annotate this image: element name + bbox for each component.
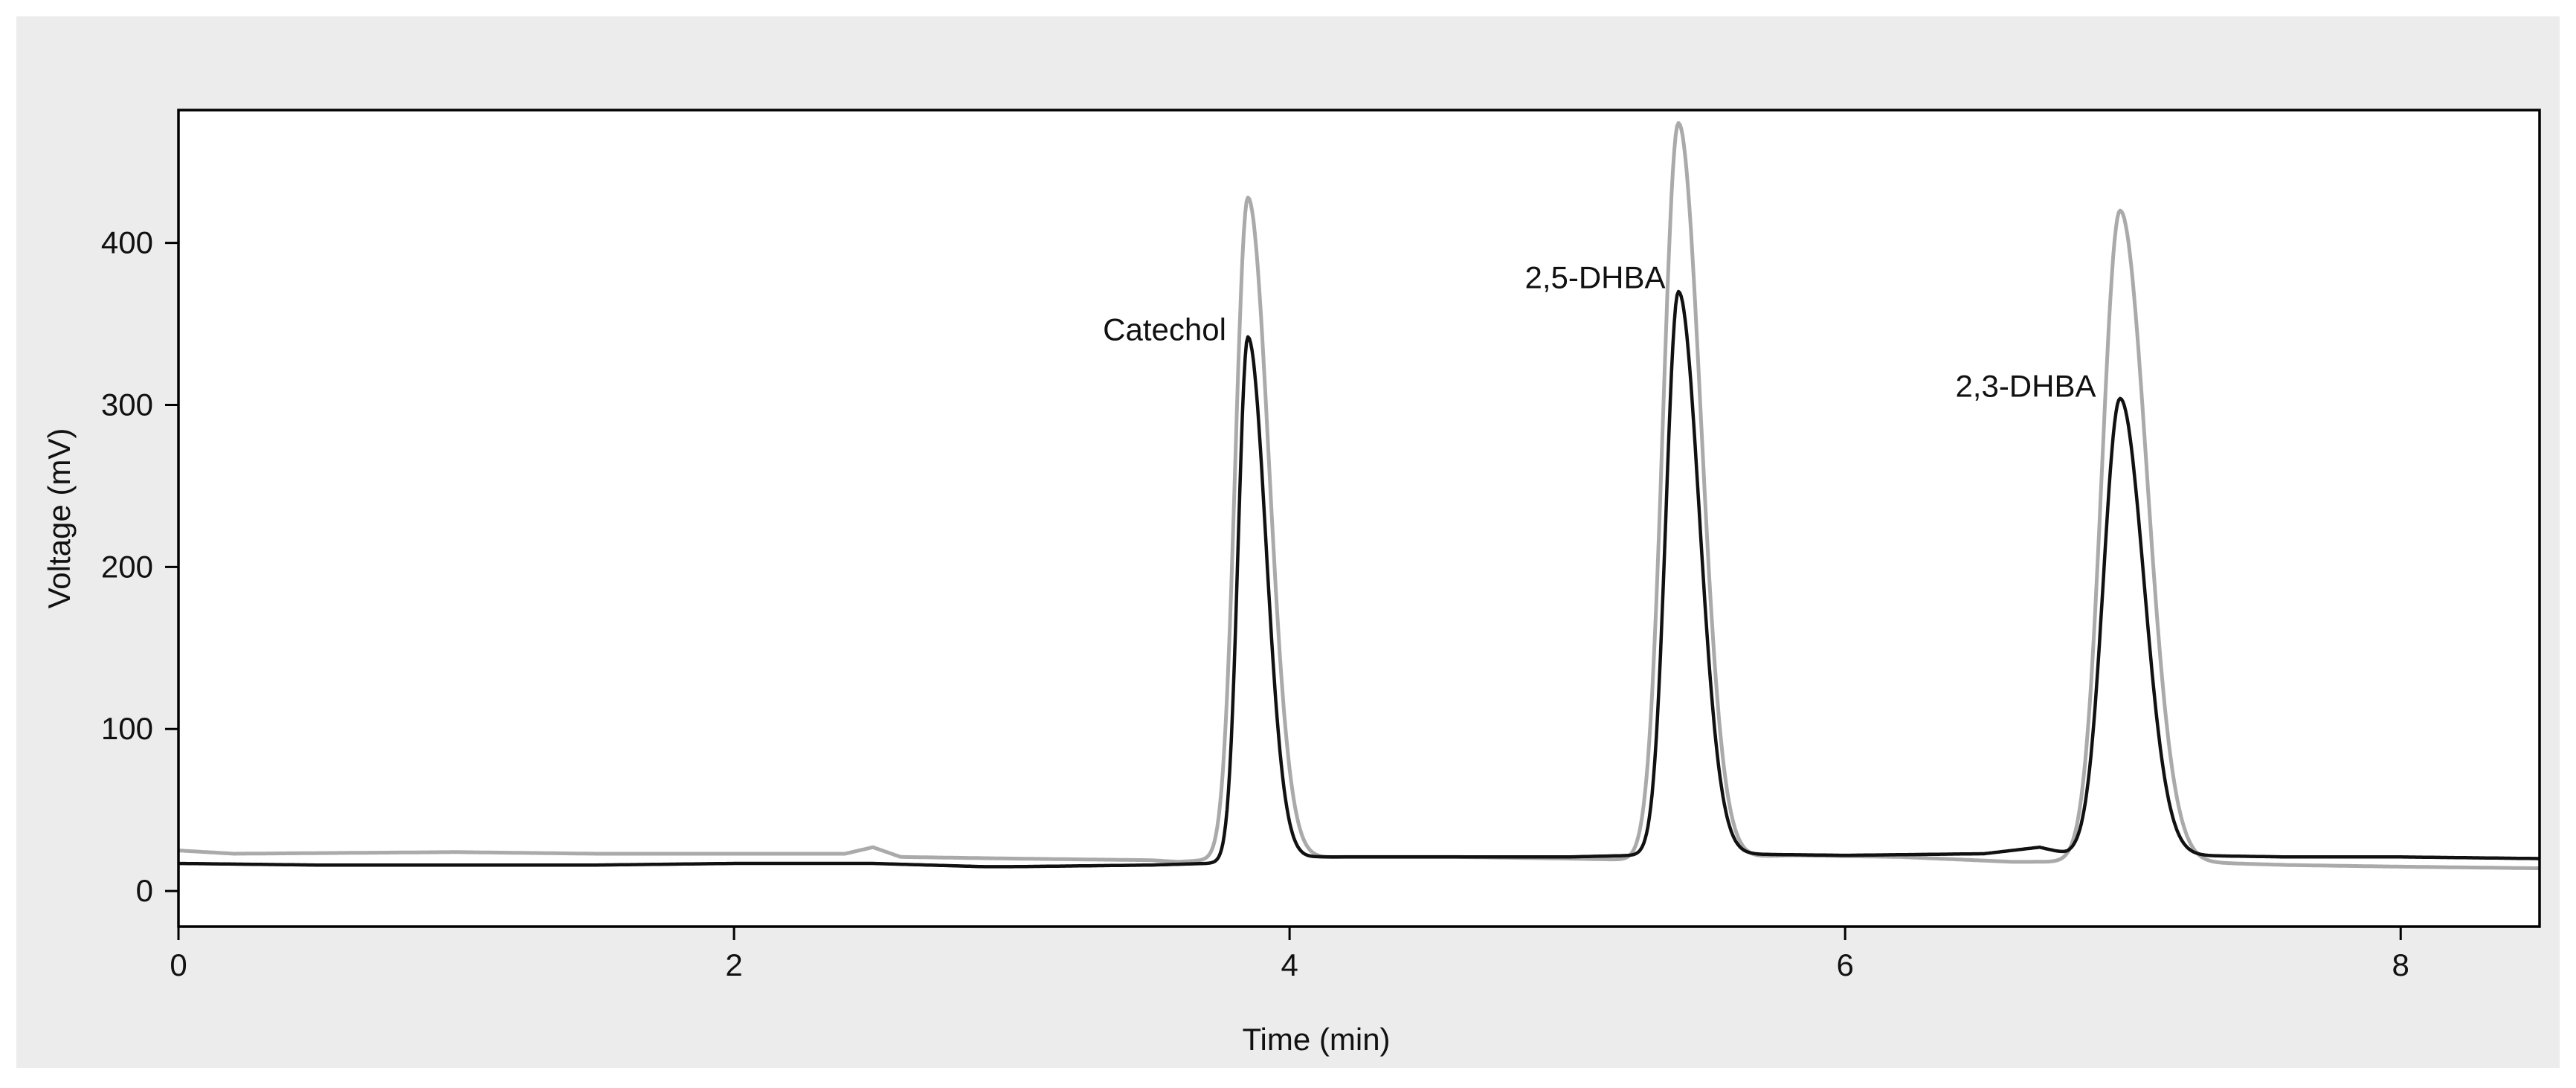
y-tick-label: 0 [136, 873, 153, 908]
y-tick-label: 100 [101, 711, 153, 746]
series-layer [178, 120, 2540, 871]
x-tick-label: 6 [1836, 947, 1853, 982]
y-axis-label: Voltage (mV) [42, 428, 77, 609]
series-line-black [178, 289, 2540, 869]
plot-frame [177, 109, 2541, 928]
x-tick-label: 8 [2392, 947, 2409, 982]
axes: 0 2 4 6 8 0 100 200 300 400 [101, 225, 2409, 982]
y-tick-label: 300 [101, 387, 153, 422]
x-axis-label: Time (min) [1242, 1022, 1390, 1057]
y-tick-label: 400 [101, 225, 153, 260]
annotation-layer: Catechol 2,5-DHBA 2,3-DHBA [1103, 260, 2096, 404]
y-tick-label: 200 [101, 549, 153, 584]
x-tick-label: 0 [170, 947, 187, 982]
plot-area [178, 110, 2540, 927]
x-tick-label: 4 [1281, 947, 1298, 982]
x-tick-label: 2 [725, 947, 742, 982]
catechol-label: Catechol [1103, 312, 1226, 347]
dhba-25-label: 2,5-DHBA [1524, 260, 1665, 295]
dhba-23-label: 2,3-DHBA [1955, 369, 2096, 404]
